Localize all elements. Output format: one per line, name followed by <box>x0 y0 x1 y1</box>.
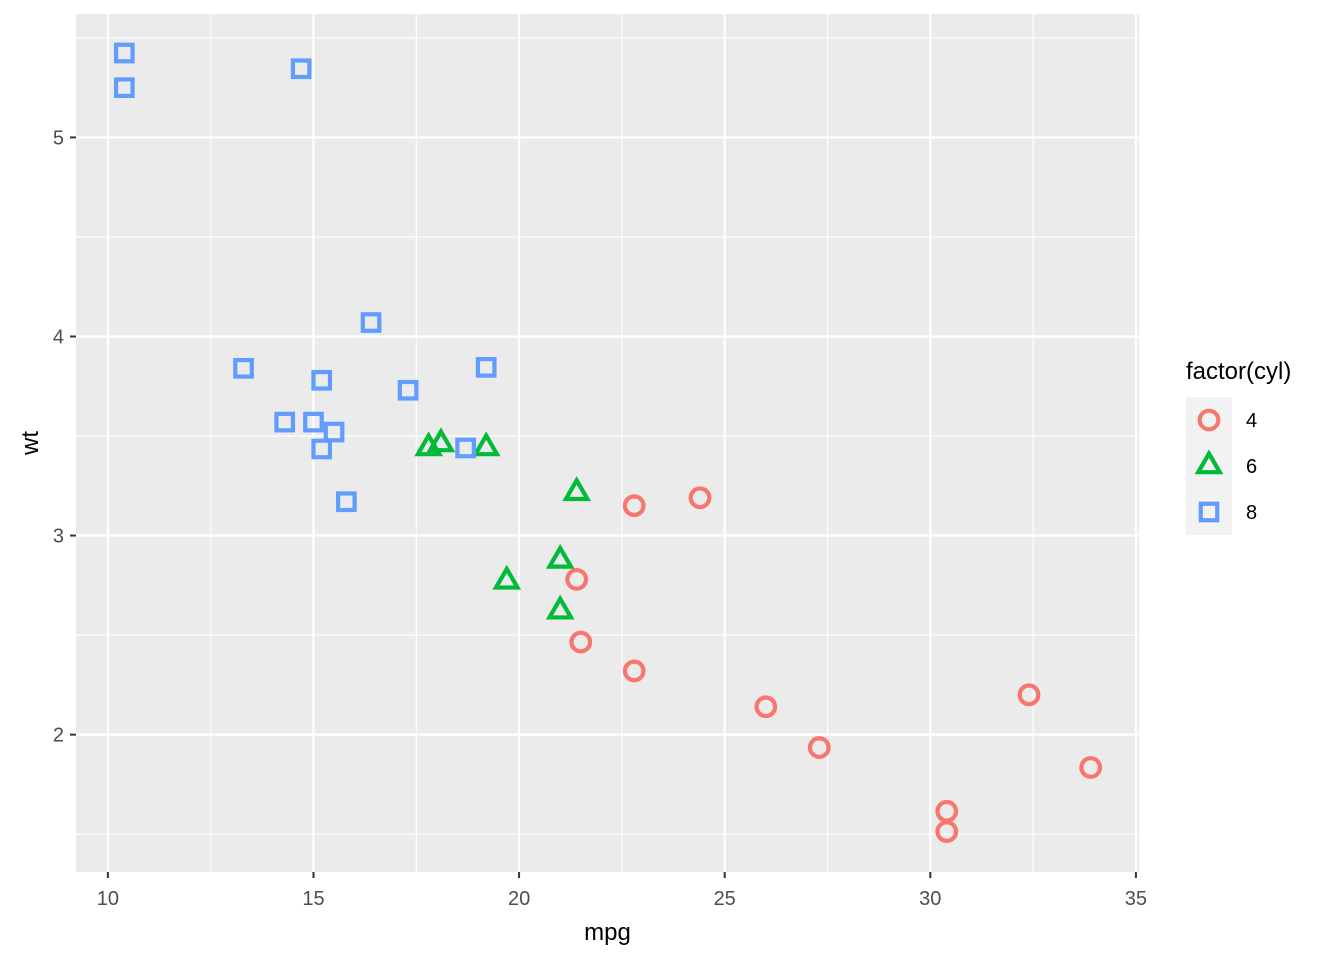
data-point-4 <box>807 736 831 759</box>
y-tick-label: 5 <box>53 127 64 149</box>
legend-title: factor(cyl) <box>1186 358 1291 385</box>
legend-label-8: 8 <box>1246 502 1257 524</box>
y-axis: 2 3 4 5 <box>53 127 76 747</box>
legend-key-8 <box>1198 501 1220 523</box>
data-point-4 <box>688 486 712 510</box>
x-tick-label: 15 <box>302 888 324 910</box>
data-point-6 <box>545 594 575 620</box>
data-point-8 <box>303 411 324 433</box>
y-tick-label: 2 <box>53 725 64 747</box>
legend-key-bg <box>1186 397 1232 443</box>
y-tick-label: 3 <box>53 526 64 548</box>
data-point-6 <box>492 564 522 590</box>
data-point-8 <box>311 438 333 460</box>
data-point-4 <box>622 659 646 683</box>
data-point-4 <box>1079 756 1103 779</box>
data-point-4 <box>1017 683 1041 707</box>
x-axis-title: mpg <box>584 919 631 946</box>
x-tick-label: 10 <box>97 888 119 910</box>
x-tick-label: 35 <box>1125 888 1147 910</box>
legend-label-4: 4 <box>1246 410 1257 432</box>
y-tick-label: 4 <box>53 326 64 348</box>
data-point-4 <box>622 494 646 518</box>
legend: factor(cyl) 4 6 8 <box>1186 358 1291 535</box>
data-point-8 <box>311 369 333 391</box>
legend-label-6: 6 <box>1246 456 1257 478</box>
data-point-6 <box>471 431 501 457</box>
data-point-8 <box>397 379 419 401</box>
data-point-4 <box>935 820 959 843</box>
x-axis: 10 15 20 25 30 35 <box>97 872 1147 910</box>
data-point-4 <box>565 567 589 591</box>
data-points <box>113 42 1103 843</box>
data-point-6 <box>562 476 592 502</box>
x-tick-label: 20 <box>508 888 530 910</box>
data-point-6 <box>545 543 575 569</box>
data-point-8 <box>274 411 296 433</box>
data-point-8 <box>290 58 312 80</box>
x-tick-label: 25 <box>714 888 736 910</box>
data-point-8 <box>455 437 476 459</box>
legend-key-4 <box>1197 408 1221 432</box>
data-point-8 <box>113 42 135 64</box>
x-tick-label: 30 <box>919 888 941 910</box>
data-point-8 <box>323 421 345 443</box>
data-point-8 <box>113 77 135 99</box>
y-axis-title: wt <box>17 431 44 456</box>
grid-minor <box>76 14 1139 872</box>
data-point-8 <box>475 357 497 378</box>
legend-key-6 <box>1194 449 1224 475</box>
data-point-6 <box>426 427 456 453</box>
plot-panel <box>76 14 1139 872</box>
data-point-8 <box>336 491 357 513</box>
data-point-8 <box>360 312 382 333</box>
data-point-8 <box>233 357 254 379</box>
data-point-4 <box>569 630 593 654</box>
data-point-4 <box>754 695 778 719</box>
data-point-6 <box>414 431 444 457</box>
legend-key-bg <box>1186 489 1232 535</box>
grid-major <box>76 14 1139 872</box>
